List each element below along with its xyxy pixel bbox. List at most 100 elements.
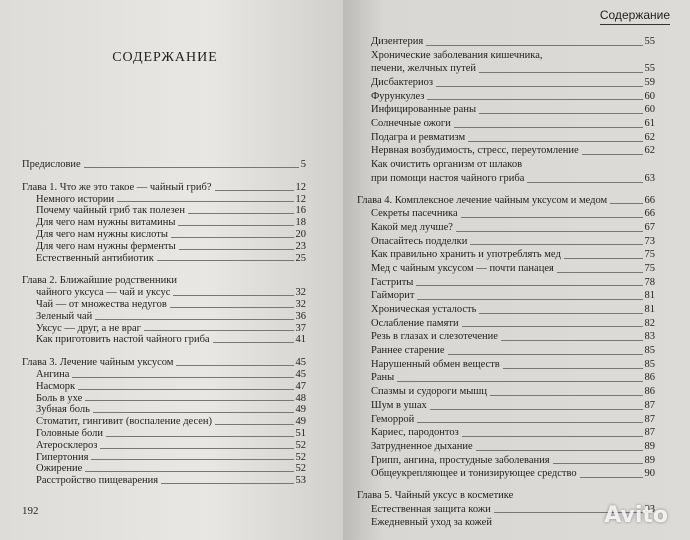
toc-entry: Чай — от множества недугов 32 xyxy=(22,299,306,311)
leader xyxy=(91,459,294,461)
contents-title: СОДЕРЖАНИЕ xyxy=(112,50,218,65)
toc-entry: Подагра и ревматизм 62 xyxy=(357,131,655,145)
entry-text: Шум в ушах xyxy=(371,399,427,411)
entry-page: 90 xyxy=(644,468,656,480)
entry-page: 36 xyxy=(295,310,307,322)
entry-text: при помощи настоя чайного гриба xyxy=(371,172,525,184)
leader xyxy=(479,72,643,74)
entry-text: Подагра и ревматизм xyxy=(371,131,466,143)
entry-page: 55 xyxy=(644,63,656,75)
leader xyxy=(178,224,294,226)
toc-entry: Ослабление памяти 82 xyxy=(357,317,655,331)
entry-page: 73 xyxy=(644,235,656,247)
entry-page: 86 xyxy=(644,372,656,384)
entry-text: Головные боли xyxy=(36,427,103,439)
leader xyxy=(552,463,643,465)
toc-entry: Стоматит, гингивит (воспаление десен) 49 xyxy=(22,416,306,428)
entry-page: 67 xyxy=(644,221,656,233)
entry-text: Глава 2. Ближайшие родственники xyxy=(22,275,177,287)
leader xyxy=(417,422,643,424)
entry-text: Солнечные ожоги xyxy=(371,118,451,130)
entry-page: 20 xyxy=(295,228,307,240)
leader xyxy=(453,126,643,128)
entry-page: 75 xyxy=(644,262,656,274)
watermark: Avito xyxy=(604,503,668,528)
toc-entry: Ангина 45 xyxy=(22,369,306,381)
entry-text: Естественный антибиотик xyxy=(36,252,154,264)
entry-text: Насморк xyxy=(36,380,76,392)
entry-page: 23 xyxy=(295,240,307,252)
toc-entry: Дизентерия 55 xyxy=(357,35,655,49)
toc-entry: Нарушенный обмен веществ 85 xyxy=(357,358,655,372)
toc-entry: Глава 5. Чайный уксус в косметике xyxy=(357,489,655,503)
entry-text: Атеросклероз xyxy=(36,439,98,451)
leader xyxy=(95,318,294,320)
entry-text: Ожирение xyxy=(36,463,83,475)
entry-text: Предисловие xyxy=(22,159,81,170)
toc-entry: Уксус — друг, а не враг 37 xyxy=(22,323,306,335)
entry-text: Расстройство пищеварения xyxy=(36,475,159,487)
entry-page: 52 xyxy=(295,463,307,475)
toc-entry: Грипп, ангина, простудные заболевания 89 xyxy=(357,454,655,468)
entry-text: Как приготовить настой чайного гриба xyxy=(36,334,210,346)
toc-entry: Дисбактериоз 59 xyxy=(357,76,655,90)
entry-page: 89 xyxy=(644,440,656,452)
entry-text: Фурункулез xyxy=(371,90,425,102)
leader xyxy=(170,236,294,238)
entry-text: Глава 3. Лечение чайным уксусом xyxy=(22,357,174,369)
entry-text: Затрудненное дыхание xyxy=(371,440,473,452)
leader xyxy=(83,166,299,168)
toc-entry: Почему чайный гриб так полезен 16 xyxy=(22,205,306,217)
leader xyxy=(479,113,643,115)
leader xyxy=(143,330,294,332)
entry-text: Общеукрепляющее и тонизирующее средство xyxy=(371,468,577,480)
toc-entry: Для чего нам нужны кислоты 20 xyxy=(22,229,306,241)
leader xyxy=(215,423,294,425)
entry-page: 25 xyxy=(295,252,307,264)
entry-text: Нарушенный обмен веществ xyxy=(371,358,500,370)
toc-entry: Нервная возбудимость, стресс, переутомле… xyxy=(357,145,655,159)
toc-entry: при помощи настоя чайного гриба 63 xyxy=(357,172,655,186)
toc-entry: Глава 2. Ближайшие родственники xyxy=(22,275,306,287)
leader xyxy=(178,248,294,250)
entry-text: Нервная возбудимость, стресс, переутомле… xyxy=(371,145,579,157)
toc-entry: Фурункулез 60 xyxy=(357,90,655,104)
entry-page: 60 xyxy=(644,104,656,116)
entry-text: Грипп, ангина, простудные заболевания xyxy=(371,454,550,466)
toc-entry: Зубная боль 49 xyxy=(22,404,306,416)
toc-entry: Атеросклероз 52 xyxy=(22,440,306,452)
entry-page: 89 xyxy=(644,454,656,466)
left-page: СОДЕРЖАНИЕ Предисловие 5 Глава 1. Что же э… xyxy=(0,0,343,540)
toc-entry: Хроническая усталость 81 xyxy=(357,303,655,317)
toc-entry: Раннее старение 85 xyxy=(357,344,655,358)
leader xyxy=(502,367,643,369)
entry-page: 63 xyxy=(644,172,656,184)
leader xyxy=(475,449,643,451)
toc-entry: Как очистить организм от шлаков xyxy=(357,158,655,172)
entry-text: Опасайтесь подделки xyxy=(371,235,468,247)
entry-page: 45 xyxy=(295,357,307,369)
toc-entry: Секреты пасечника 66 xyxy=(357,207,655,221)
entry-text: Немного истории xyxy=(36,193,115,205)
entry-text: Глава 5. Чайный уксус в косметике xyxy=(357,489,514,501)
entry-text: печени, желчных путей xyxy=(371,63,477,75)
leader xyxy=(470,244,643,246)
toc-entry: Глава 1. Что же это такое — чайный гриб?… xyxy=(22,182,306,194)
toc-entry: Гастриты 78 xyxy=(357,276,655,290)
toc-entry: Для чего нам нужны ферменты 23 xyxy=(22,241,306,253)
toc-entry: Шум в ушах 87 xyxy=(357,399,655,413)
toc-list: Дизентерия 55 Хронические заболевания кише… xyxy=(357,35,655,530)
leader xyxy=(78,388,294,390)
entry-text: Гайморит xyxy=(371,290,415,302)
toc-entry: Затрудненное дыхание 89 xyxy=(357,440,655,454)
entry-page: 62 xyxy=(644,145,656,157)
entry-page: 85 xyxy=(644,358,656,370)
entry-page: 45 xyxy=(295,368,307,380)
entry-text: Секреты пасечника xyxy=(371,208,458,220)
entry-text: Стоматит, гингивит (воспаление десен) xyxy=(36,416,213,428)
toc-entry: Естественный антибиотик 25 xyxy=(22,253,306,265)
leader xyxy=(479,312,643,314)
page-number: 192 xyxy=(22,505,39,517)
entry-text: Для чего нам нужны витамины xyxy=(36,217,176,229)
